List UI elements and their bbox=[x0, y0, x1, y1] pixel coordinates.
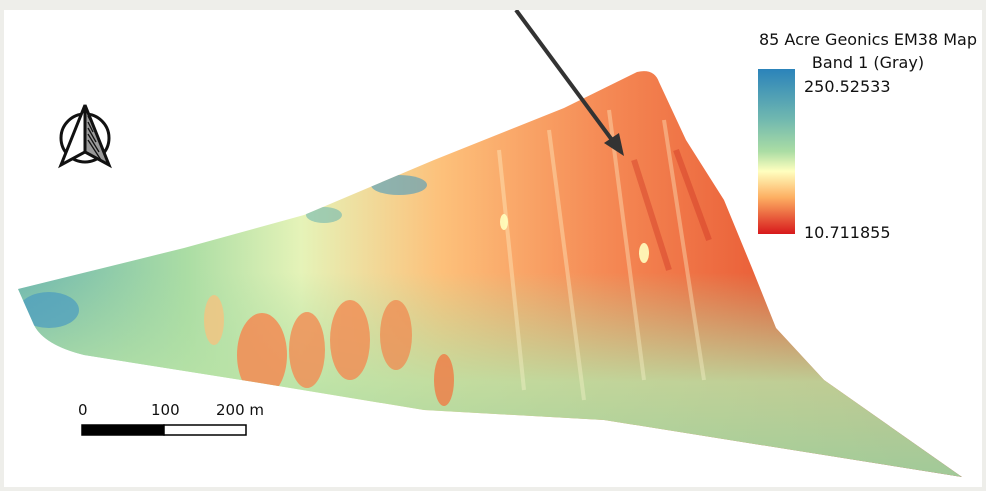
scale-label-0: 0 bbox=[78, 401, 88, 419]
legend-max-value: 250.52533 bbox=[804, 77, 891, 96]
legend-band-name: Band 1 (Gray) bbox=[811, 53, 925, 72]
scale-label-100: 100 bbox=[151, 401, 180, 419]
legend-min-value: 10.711855 bbox=[804, 223, 891, 242]
legend-title: 85 Acre Geonics EM38 Map bbox=[758, 30, 978, 49]
scale-label-200: 200 m bbox=[216, 401, 265, 419]
legend-color-ramp bbox=[758, 69, 795, 234]
map-canvas: 0 100 200 m 85 Acre Geonics EM38 Map Ban… bbox=[4, 10, 982, 487]
pointer-arrow-icon bbox=[514, 10, 624, 156]
map-layer[interactable] bbox=[4, 10, 982, 487]
scale-bar bbox=[81, 424, 247, 436]
north-arrow-icon bbox=[58, 104, 112, 169]
